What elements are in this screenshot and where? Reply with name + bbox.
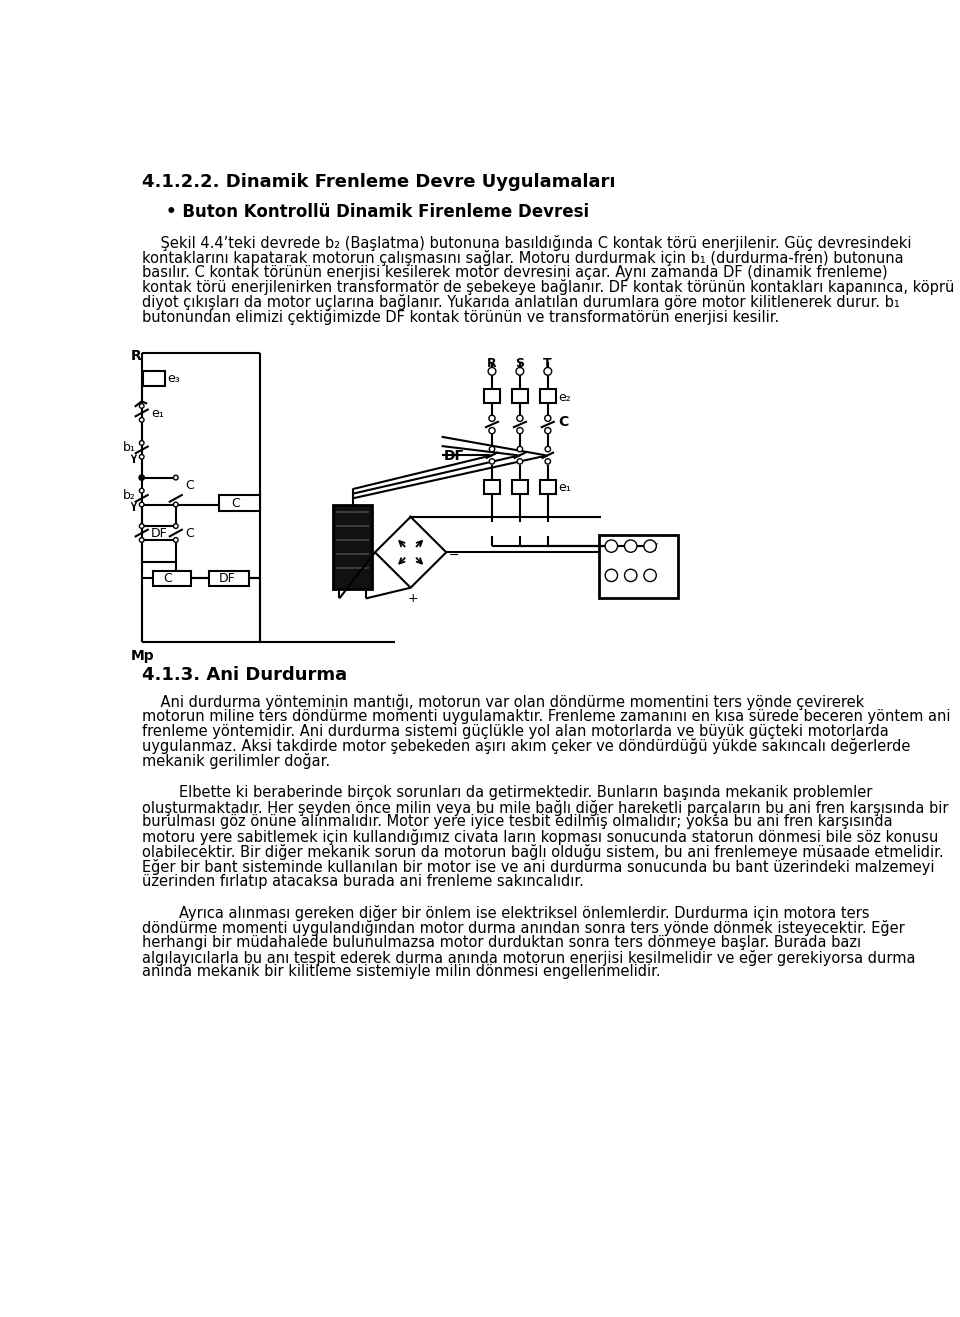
Circle shape (516, 415, 523, 421)
Text: e₁: e₁ (559, 482, 571, 494)
Text: 4.1.2.2. Dinamik Frenleme Devre Uygulamaları: 4.1.2.2. Dinamik Frenleme Devre Uygulama… (142, 174, 615, 191)
Circle shape (139, 454, 144, 460)
Circle shape (625, 569, 636, 582)
Text: motorun miline ters döndürme momenti uygulamaktır. Frenleme zamanını en kısa sür: motorun miline ters döndürme momenti uyg… (142, 709, 950, 724)
Text: Elbette ki beraberinde birçok sorunları da getirmektedir. Bunların başında mekan: Elbette ki beraberinde birçok sorunları … (142, 785, 872, 799)
Text: döndürme momenti uygulandığından motor durma anından sonra ters yönde dönmek ist: döndürme momenti uygulandığından motor d… (142, 921, 904, 936)
Bar (484, 479, 500, 494)
Text: kontak törü enerjilenirken transformatör de şebekeye bağlanır. DF kontak törünün: kontak törü enerjilenirken transformatör… (142, 279, 954, 295)
Text: T: T (543, 357, 552, 370)
Text: Ani durdurma yönteminin mantığı, motorun var olan döndürme momentini ters yönde : Ani durdurma yönteminin mantığı, motorun… (142, 694, 864, 710)
Text: Şekil 4.4’teki devrede b₂ (Başlatma) butonuna basıldığında C kontak törü enerjil: Şekil 4.4’teki devrede b₂ (Başlatma) but… (142, 234, 911, 252)
Text: Ayrıca alınması gereken diğer bir önlem ise elektriksel önlemlerdir. Durdurma iç: Ayrıca alınması gereken diğer bir önlem … (142, 905, 869, 922)
Circle shape (174, 475, 179, 479)
Circle shape (489, 415, 495, 421)
Text: kontaklarını kapatarak motorun çalışmasını sağlar. Motoru durdurmak için b₁ (dur: kontaklarını kapatarak motorun çalışması… (142, 250, 903, 266)
Text: DF: DF (219, 573, 235, 585)
Text: X: X (628, 573, 636, 582)
Bar (209, 570, 250, 586)
Text: −: − (448, 548, 459, 561)
Text: motoru yere sabitlemek için kullandığımız civata ların kopması sonucunda statoru: motoru yere sabitlemek için kullandığımı… (142, 830, 938, 846)
Circle shape (605, 569, 617, 582)
Text: algılayıcılarla bu anı tespit ederek durma anında motorun enerjisi kesilmelidir : algılayıcılarla bu anı tespit ederek dur… (142, 950, 915, 965)
Circle shape (516, 367, 524, 375)
Text: S: S (516, 357, 524, 370)
Circle shape (605, 540, 617, 552)
Circle shape (174, 537, 179, 543)
Text: V: V (628, 543, 636, 553)
Text: C: C (163, 573, 172, 585)
Text: DF: DF (151, 527, 168, 540)
Text: C: C (185, 479, 194, 493)
Text: C: C (559, 415, 569, 429)
Text: üzerinden fırlatıp atacaksa burada ani frenleme sakıncalıdır.: üzerinden fırlatıp atacaksa burada ani f… (142, 873, 584, 889)
Bar (484, 389, 500, 403)
Text: U: U (609, 543, 616, 553)
Text: e₁: e₁ (151, 407, 164, 420)
Circle shape (544, 367, 552, 375)
Bar (153, 570, 191, 586)
Circle shape (139, 417, 144, 423)
Circle shape (139, 502, 144, 507)
Text: diyot çıkışları da motor uçlarına bağlanır. Yukarıda anlatılan durumlara göre mo: diyot çıkışları da motor uçlarına bağlan… (142, 294, 900, 311)
Circle shape (139, 475, 144, 481)
Circle shape (517, 458, 522, 464)
Text: frenleme yöntemidir. Ani durdurma sistemi güçlükle yol alan motorlarda ve büyük : frenleme yöntemidir. Ani durdurma sistem… (142, 723, 888, 739)
Text: anında mekanik bir kilitleme sistemiyle milin dönmesi engellenmelidir.: anında mekanik bir kilitleme sistemiyle … (142, 964, 660, 980)
Text: C: C (230, 497, 240, 510)
Circle shape (139, 441, 144, 445)
Bar (599, 535, 678, 598)
Text: burulması göz önüne alınmalıdır. Motor yere iyice tesbit edilmiş olmalıdır; yoks: burulması göz önüne alınmalıdır. Motor y… (142, 814, 893, 830)
Circle shape (174, 502, 179, 507)
Circle shape (174, 524, 179, 528)
Bar (219, 495, 259, 511)
Text: mekanik gerilimler doğar.: mekanik gerilimler doğar. (142, 753, 330, 769)
Circle shape (139, 524, 144, 528)
Circle shape (644, 569, 657, 582)
Text: b₁: b₁ (123, 441, 136, 454)
Circle shape (516, 428, 523, 433)
Circle shape (490, 446, 494, 452)
Text: basılır. C kontak törünün enerjisi kesilerek motor devresini açar. Aynı zamanda : basılır. C kontak törünün enerjisi kesil… (142, 265, 887, 279)
Circle shape (517, 446, 522, 452)
Bar (143, 370, 165, 386)
Text: Z: Z (609, 573, 616, 582)
Text: W: W (647, 543, 658, 553)
Circle shape (139, 537, 144, 543)
Text: DF: DF (444, 449, 465, 464)
Circle shape (489, 428, 495, 433)
Text: Eğer bir bant sisteminde kullanılan bir motor ise ve ani durdurma sonucunda bu b: Eğer bir bant sisteminde kullanılan bir … (142, 859, 934, 874)
Bar (540, 389, 556, 403)
Circle shape (490, 458, 494, 464)
Bar (512, 479, 528, 494)
Circle shape (139, 404, 144, 408)
Text: b₂: b₂ (123, 489, 136, 502)
Text: C: C (185, 527, 194, 540)
Text: butonundan elimizi çektiğimizde DF kontak törünün ve transformatörün enerjisi ke: butonundan elimizi çektiğimizde DF konta… (142, 309, 779, 325)
Text: uygulanmaz. Aksi takdirde motor şebekeden aşırı akım çeker ve döndürdüğü yükde s: uygulanmaz. Aksi takdirde motor şebekede… (142, 739, 910, 755)
Text: R: R (131, 349, 142, 363)
Circle shape (139, 489, 144, 493)
Circle shape (488, 367, 496, 375)
Text: R: R (488, 357, 497, 370)
Text: +: + (408, 593, 419, 606)
Bar (540, 479, 556, 494)
Circle shape (625, 540, 636, 552)
Text: olabilecektir. Bir diğer mekanik sorun da motorun bağlı olduğu sistem, bu ani fr: olabilecektir. Bir diğer mekanik sorun d… (142, 844, 944, 860)
Circle shape (644, 540, 657, 552)
Text: oluşturmaktadır. Her şeyden önce milin veya bu mile bağlı diğer hareketli parçal: oluşturmaktadır. Her şeyden önce milin v… (142, 799, 948, 815)
Text: e₃: e₃ (167, 373, 180, 385)
Circle shape (544, 415, 551, 421)
Text: herhangi bir müdahalede bulunulmazsa motor durduktan sonra ters dönmeye başlar. : herhangi bir müdahalede bulunulmazsa mot… (142, 935, 861, 950)
Circle shape (544, 428, 551, 433)
Text: Mp: Mp (131, 649, 155, 664)
Bar (512, 389, 528, 403)
Text: e₂: e₂ (559, 391, 571, 403)
Bar (333, 504, 372, 589)
Circle shape (545, 446, 550, 452)
Text: • Buton Kontrollü Dinamik Firenleme Devresi: • Buton Kontrollü Dinamik Firenleme Devr… (166, 203, 589, 221)
Text: 4.1.3. Ani Durdurma: 4.1.3. Ani Durdurma (142, 666, 347, 685)
Circle shape (545, 458, 550, 464)
Text: Y: Y (647, 573, 654, 582)
